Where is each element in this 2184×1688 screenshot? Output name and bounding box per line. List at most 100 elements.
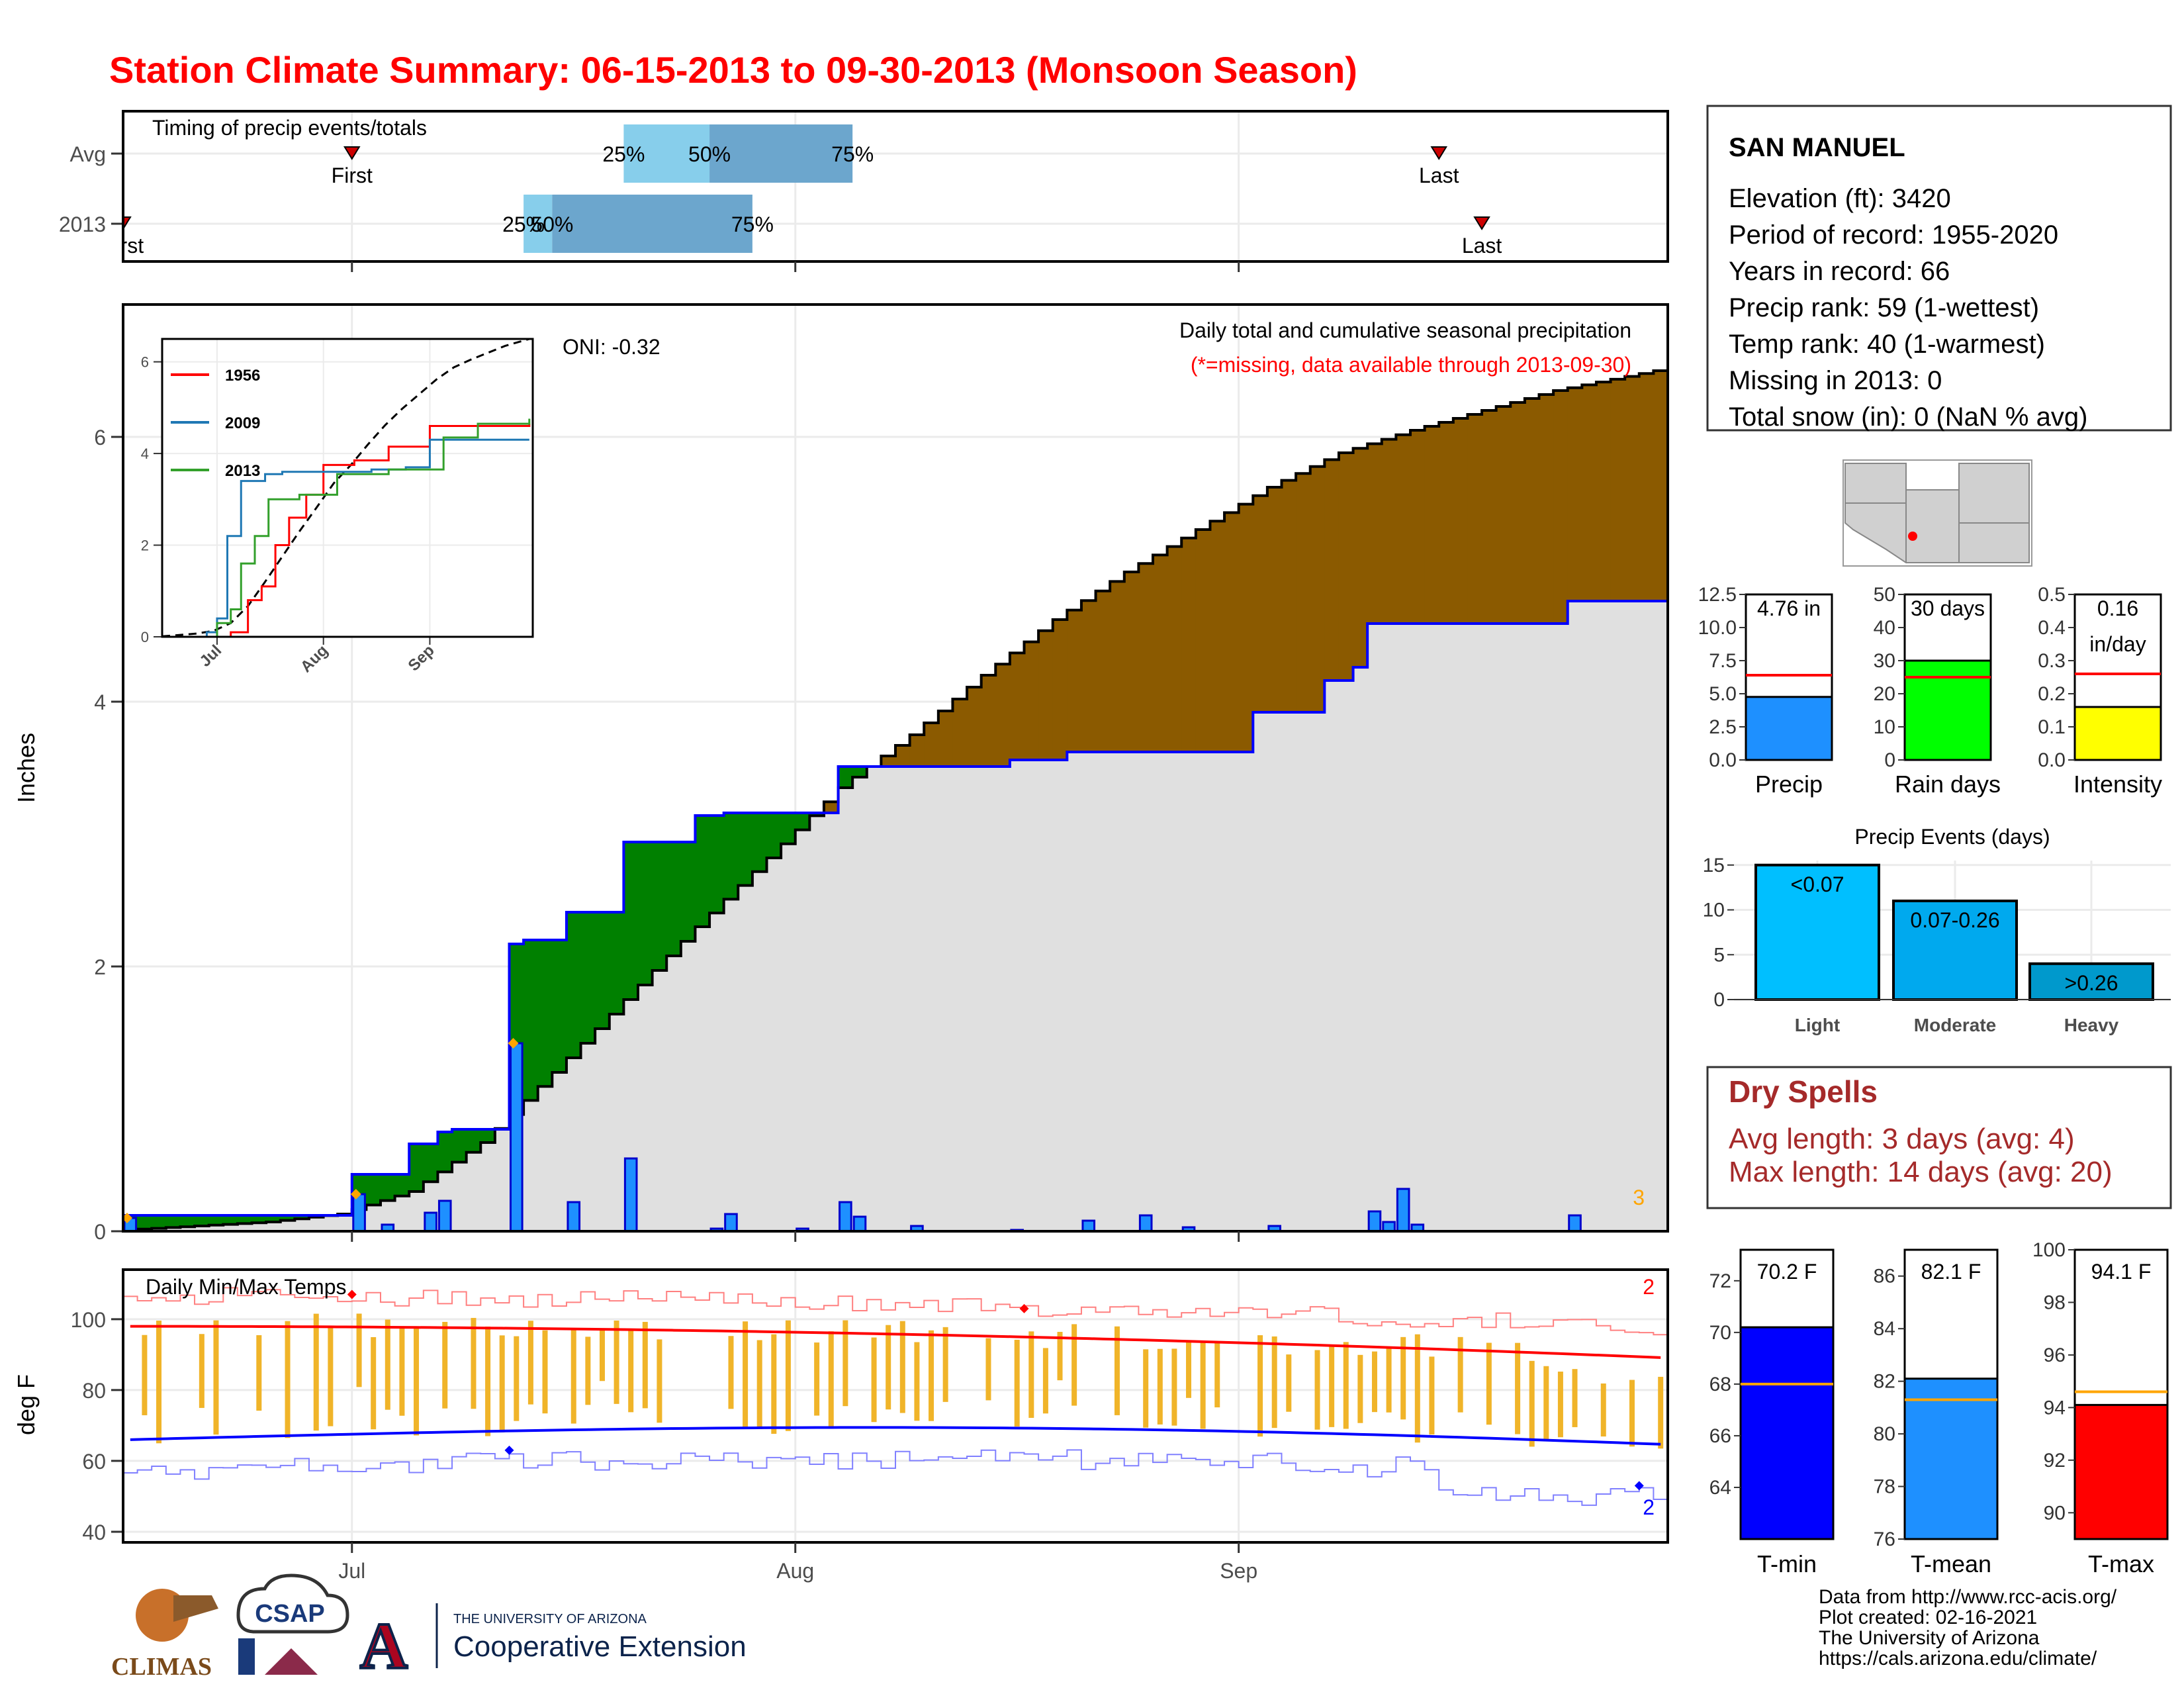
timing-p75-label: 75% xyxy=(731,212,774,236)
precip-fill-day xyxy=(1338,680,1354,1231)
precip-fill-day xyxy=(1281,712,1297,1231)
inset-line-1956 xyxy=(162,424,531,638)
precip-fill-day xyxy=(165,1227,181,1231)
daily-temp-bar xyxy=(142,1335,148,1415)
precip-anomaly-day xyxy=(895,745,911,767)
precip-fill-day xyxy=(838,788,853,1231)
precip-fill-day xyxy=(1367,624,1383,1231)
precip-fill-day xyxy=(1353,667,1368,1231)
precip-anomaly-day xyxy=(1467,414,1482,624)
precip-fill-day xyxy=(1639,601,1654,1231)
inset-frame xyxy=(161,338,534,638)
temp-ylabel: deg F xyxy=(13,1374,40,1435)
climas-logo-text: CLIMAS xyxy=(111,1653,212,1681)
precip-anomaly-day xyxy=(280,1215,295,1221)
precip-fill-day xyxy=(1310,712,1325,1231)
temp-bar-ytick: 86 xyxy=(1874,1266,1895,1288)
stat-ytick: 10.0 xyxy=(1698,617,1737,639)
temp-panel-title: Daily Min/Max Temps xyxy=(146,1275,346,1299)
precip-anomaly-day xyxy=(823,802,839,813)
inset-ytick: 0 xyxy=(141,629,149,645)
events-title: Precip Events (days) xyxy=(1854,825,2050,849)
precip-fill-day xyxy=(995,767,1011,1231)
daily-temp-bar xyxy=(1343,1342,1349,1429)
footer-credits: Data from http://www.rcc-acis.org/Plot c… xyxy=(1819,1586,2117,1669)
precip-anomaly-day xyxy=(437,1132,453,1172)
precip-anomaly-day xyxy=(1610,379,1625,601)
precip-fill-day xyxy=(381,1200,396,1231)
daily-temp-bar xyxy=(1557,1372,1563,1438)
precip-fill-day xyxy=(1582,601,1597,1231)
precip-fill-day xyxy=(1567,601,1582,1231)
footer-line: Data from http://www.rcc-acis.org/ xyxy=(1819,1586,2117,1608)
precip-fill-day xyxy=(823,813,839,1231)
precip-fill-day xyxy=(952,767,968,1231)
temp-bar-label: T-max xyxy=(2088,1550,2154,1577)
stat-ytick: 0.0 xyxy=(1709,749,1737,771)
station-line: Total snow (in): 0 (NaN % avg) xyxy=(1729,402,2087,432)
precip-fill-day xyxy=(452,1162,467,1231)
temp-bar-ytick: 64 xyxy=(1709,1477,1731,1499)
daily-temp-bar xyxy=(1114,1326,1120,1415)
temp-bar-ytick: 84 xyxy=(1874,1318,1895,1340)
daily-temp-bar xyxy=(628,1329,634,1413)
daily-temp-bar xyxy=(1371,1351,1377,1413)
daily-temp-bar xyxy=(785,1320,791,1431)
precip-anomaly-day xyxy=(1281,480,1297,712)
precip-fill-day xyxy=(1296,712,1311,1231)
precip-anomaly-day xyxy=(995,664,1011,767)
precip-fill-day xyxy=(595,1029,610,1231)
temp-record-marker xyxy=(1634,1481,1644,1491)
temp-ytick: 40 xyxy=(82,1521,106,1544)
precip-anomaly-day xyxy=(1653,371,1668,601)
precip-anomaly-day xyxy=(137,1215,152,1229)
precip-anomaly-day xyxy=(152,1215,167,1229)
precip-fill-day xyxy=(152,1228,167,1231)
precip-fill-day xyxy=(1625,601,1640,1231)
precip-ytick: 6 xyxy=(94,426,106,449)
timing-p50-label: 50% xyxy=(688,142,731,166)
precip-anomaly-day xyxy=(580,912,596,1043)
precip-anomaly-day xyxy=(1210,521,1225,752)
precip-anomaly-day xyxy=(1424,426,1439,624)
stat-ytick: 0 xyxy=(1884,749,1895,771)
precip-anomaly-day xyxy=(394,1174,410,1196)
precip-anomaly-day xyxy=(1439,422,1454,624)
precip-anomaly-day xyxy=(1553,391,1569,624)
footer-line: https://cals.arizona.edu/climate/ xyxy=(1819,1648,2097,1669)
record-marker xyxy=(350,1189,361,1199)
precip-fill-day xyxy=(1153,752,1168,1231)
daily-temp-bar xyxy=(499,1335,505,1432)
daily-precip-bar xyxy=(839,1201,852,1233)
daily-temp-bar xyxy=(1157,1348,1163,1425)
timing-last-marker xyxy=(1430,146,1448,160)
daily-temp-bar xyxy=(514,1336,520,1421)
precip-anomaly-day xyxy=(609,912,624,1014)
precip-anomaly-day xyxy=(1324,459,1340,680)
precip-fill-day xyxy=(809,816,825,1231)
precip-fill-day xyxy=(409,1192,424,1231)
precip-anomaly-day xyxy=(709,816,725,914)
daily-temp-bar xyxy=(1329,1346,1335,1427)
precip-fill-day xyxy=(852,777,868,1231)
timing-last-label: Last xyxy=(1419,164,1459,187)
precip-anomaly-day xyxy=(1253,495,1268,712)
precip-anomaly-day xyxy=(1081,600,1097,752)
temp-bar-label: T-mean xyxy=(1911,1550,1991,1577)
timing-p50-label: 50% xyxy=(531,212,573,236)
daily-temp-bar xyxy=(828,1331,834,1427)
daily-temp-bar xyxy=(1400,1336,1406,1420)
precip-anomaly-day xyxy=(1267,487,1283,712)
precip-fill-day xyxy=(723,899,739,1231)
ua-small-text: THE UNIVERSITY OF ARIZONA xyxy=(453,1612,647,1626)
events-ytick: 10 xyxy=(1703,900,1725,921)
precip-anomaly-day xyxy=(666,842,682,956)
precip-frame xyxy=(122,303,1669,1233)
station-line: Missing in 2013: 0 xyxy=(1729,366,1942,395)
precip-anomaly-day xyxy=(1052,620,1068,760)
daily-temp-bar xyxy=(213,1320,219,1435)
precip-anomaly-day xyxy=(1167,546,1182,752)
precip-fill-day xyxy=(1038,760,1054,1231)
precip-fill-day xyxy=(680,941,696,1231)
precip-anomaly-day xyxy=(566,912,582,1058)
